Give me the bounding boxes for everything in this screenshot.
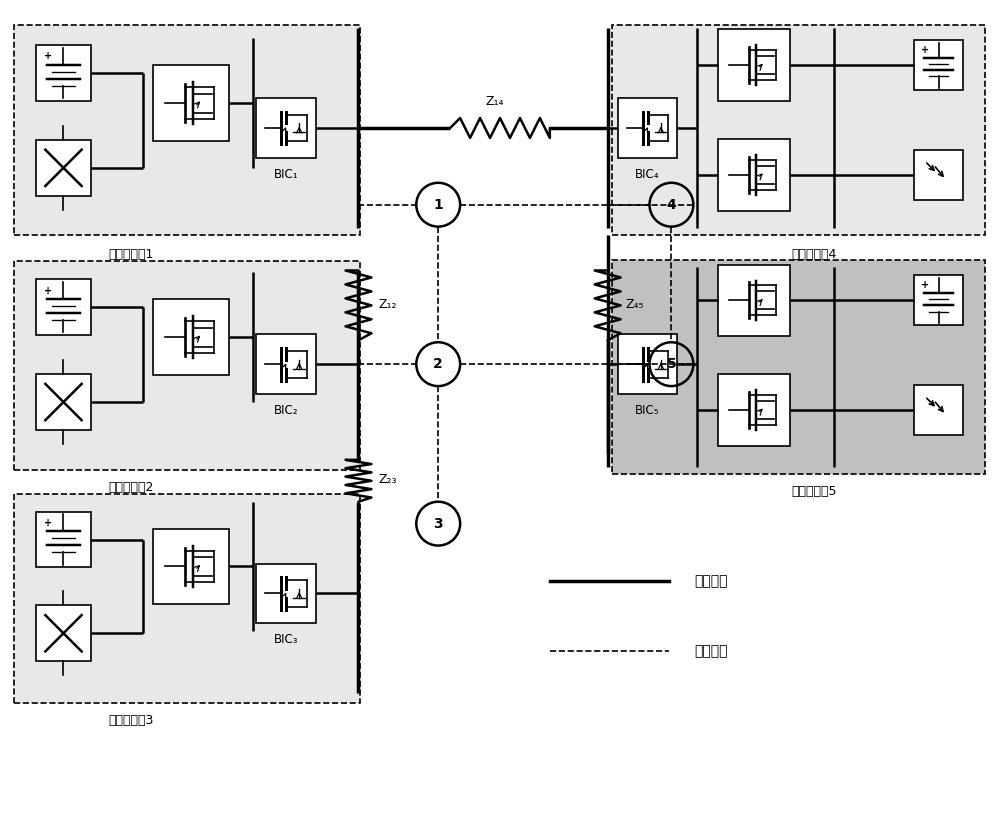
Bar — [36, 45, 91, 101]
Bar — [36, 606, 91, 661]
Bar — [914, 385, 963, 435]
Bar — [21, 268, 353, 463]
Text: BIC₁: BIC₁ — [273, 168, 298, 181]
Text: 直流微电网4: 直流微电网4 — [791, 248, 837, 261]
Text: Z₁₂: Z₁₂ — [378, 298, 397, 311]
Text: 3: 3 — [433, 517, 443, 531]
Bar — [619, 266, 978, 467]
Bar — [153, 528, 229, 604]
Text: 4: 4 — [667, 198, 676, 211]
Text: Z₂₃: Z₂₃ — [378, 473, 397, 486]
Text: +: + — [921, 45, 929, 55]
Text: +: + — [44, 52, 52, 62]
Text: 直流微电网5: 直流微电网5 — [791, 485, 837, 498]
Bar — [612, 25, 985, 235]
Text: 2: 2 — [433, 357, 443, 371]
Text: +: + — [44, 285, 52, 295]
Bar — [256, 334, 316, 394]
Text: BIC₂: BIC₂ — [273, 404, 298, 417]
Bar — [619, 32, 978, 228]
Text: BIC₄: BIC₄ — [635, 168, 660, 181]
Bar — [36, 512, 91, 567]
Bar — [914, 150, 963, 200]
Text: 5: 5 — [667, 357, 676, 371]
Bar — [718, 374, 790, 446]
Bar — [14, 260, 360, 470]
Bar — [718, 265, 790, 336]
Text: 交流微电网3: 交流微电网3 — [109, 715, 154, 727]
Bar — [256, 98, 316, 158]
Bar — [153, 300, 229, 375]
Bar — [36, 140, 91, 196]
Text: 交流微电网1: 交流微电网1 — [109, 248, 154, 261]
Bar — [718, 139, 790, 210]
Text: 1: 1 — [433, 198, 443, 211]
Text: BIC₃: BIC₃ — [273, 633, 298, 646]
Bar — [36, 280, 91, 335]
Text: 通信线路: 通信线路 — [694, 644, 728, 658]
Bar — [618, 334, 677, 394]
Bar — [914, 275, 963, 325]
Bar — [718, 29, 790, 101]
Bar — [612, 260, 985, 473]
Bar — [21, 32, 353, 228]
Bar — [153, 65, 229, 141]
Text: +: + — [44, 518, 52, 527]
Text: Z₁₄: Z₁₄ — [486, 95, 504, 108]
Bar — [14, 493, 360, 703]
Bar — [914, 40, 963, 90]
Bar — [256, 563, 316, 623]
Text: BIC₅: BIC₅ — [635, 404, 660, 417]
Bar — [618, 98, 677, 158]
Text: 电力线路: 电力线路 — [694, 574, 728, 588]
Text: +: + — [921, 280, 929, 290]
Bar — [36, 374, 91, 430]
Text: 交流微电网2: 交流微电网2 — [109, 481, 154, 494]
Bar — [14, 25, 360, 235]
Text: Z₄₅: Z₄₅ — [626, 298, 644, 311]
Bar — [21, 501, 353, 696]
